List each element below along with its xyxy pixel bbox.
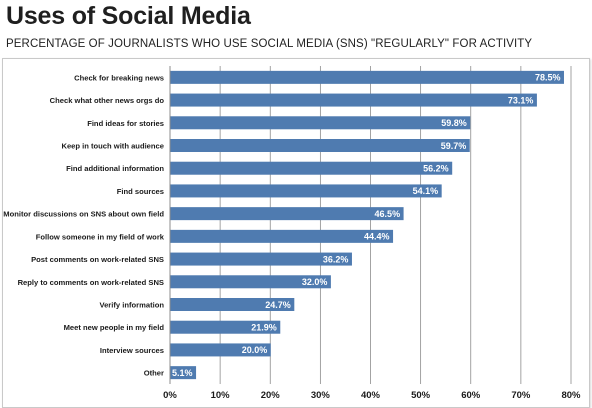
category-label-find-ideas-for-stories: Find ideas for stories bbox=[87, 119, 164, 128]
bar-reply-to-comments-on-work-related-sns bbox=[170, 275, 331, 289]
x-tick-label: 60% bbox=[461, 390, 481, 401]
category-label-other: Other bbox=[144, 369, 164, 378]
category-label-follow-someone-in-my-field-of-work: Follow someone in my field of work bbox=[36, 232, 165, 241]
category-label-interview-sources: Interview sources bbox=[100, 346, 164, 355]
bar-check-for-breaking-news bbox=[170, 70, 564, 84]
x-tick-label: 10% bbox=[211, 390, 231, 401]
value-labels: 78.5% 73.1% 59.8% 59.7% 56.2% 54.1% 46.5% 44.4%… bbox=[172, 73, 560, 378]
category-label-check-what-other-news-orgs-do: Check what other news orgs do bbox=[50, 96, 165, 105]
x-tick-label: 0% bbox=[163, 390, 177, 401]
category-label-reply-to-comments-on-work-related-sns: Reply to comments on work-related SNS bbox=[18, 278, 164, 287]
value-label-find-sources: 54.1% bbox=[413, 186, 439, 196]
category-label-verify-information: Verify information bbox=[99, 301, 164, 310]
bar-keep-in-touch-with-audience bbox=[170, 139, 470, 152]
value-label-follow-someone-in-my-field-of-work: 44.4% bbox=[364, 232, 390, 242]
value-label-other: 5.1% bbox=[172, 368, 193, 378]
bar-interview-sources bbox=[170, 343, 271, 357]
category-label-post-comments-on-work-related-sns: Post comments on work-related SNS bbox=[31, 255, 164, 264]
x-tick-label: 50% bbox=[411, 390, 431, 401]
x-tick-labels: 0% 10% 20% 30% 40% 50% 60% 70% 80% bbox=[163, 390, 581, 401]
value-label-check-what-other-news-orgs-do: 73.1% bbox=[508, 95, 534, 105]
value-label-post-comments-on-work-related-sns: 36.2% bbox=[323, 254, 349, 264]
category-labels: Check for breaking news Check what other … bbox=[3, 73, 165, 377]
category-label-find-sources: Find sources bbox=[117, 187, 164, 196]
bar-post-comments-on-work-related-sns bbox=[170, 252, 352, 266]
x-tick-label: 20% bbox=[261, 390, 281, 401]
bar-other bbox=[170, 366, 197, 380]
value-label-interview-sources: 20.0% bbox=[242, 345, 268, 355]
chart-title: Uses of Social Media bbox=[6, 2, 251, 30]
chart-subtitle: PERCENTAGE OF JOURNALISTS WHO USE SOCIAL… bbox=[6, 38, 533, 50]
bar-meet-new-people-in-my-field bbox=[170, 320, 281, 334]
category-label-keep-in-touch-with-audience: Keep in touch with audience bbox=[61, 142, 164, 151]
grid-lines bbox=[219, 66, 572, 384]
bar-find-ideas-for-stories bbox=[170, 116, 471, 130]
x-tick-label: 80% bbox=[561, 390, 581, 401]
value-label-find-ideas-for-stories: 59.8% bbox=[441, 118, 467, 128]
bar-monitor-discussions-on-sns-about-own-field bbox=[170, 207, 404, 221]
category-label-find-additional-information: Find additional information bbox=[66, 164, 164, 173]
bar-follow-someone-in-my-field-of-work bbox=[170, 229, 394, 243]
bars bbox=[170, 70, 564, 380]
value-label-keep-in-touch-with-audience: 59.7% bbox=[441, 141, 467, 151]
category-label-meet-new-people-in-my-field: Meet new people in my field bbox=[64, 323, 165, 332]
x-tick-label: 70% bbox=[511, 390, 531, 401]
category-label-check-for-breaking-news: Check for breaking news bbox=[74, 73, 164, 82]
category-label-monitor-discussions-on-sns-about-own-field: Monitor discussions on SNS about own fie… bbox=[3, 210, 164, 219]
bar-verify-information bbox=[170, 298, 295, 311]
bar-find-sources bbox=[170, 184, 442, 198]
value-label-check-for-breaking-news: 78.5% bbox=[535, 73, 561, 83]
bar-check-what-other-news-orgs-do bbox=[170, 93, 537, 107]
value-label-find-additional-information: 56.2% bbox=[423, 164, 449, 174]
value-label-meet-new-people-in-my-field: 21.9% bbox=[251, 323, 277, 333]
bar-find-additional-information bbox=[170, 161, 453, 175]
x-tick-label: 40% bbox=[361, 390, 381, 401]
value-label-reply-to-comments-on-work-related-sns: 32.0% bbox=[302, 277, 328, 287]
value-label-verify-information: 24.7% bbox=[265, 300, 291, 310]
value-label-monitor-discussions-on-sns-about-own-field: 46.5% bbox=[375, 209, 401, 219]
x-tick-label: 30% bbox=[311, 390, 331, 401]
